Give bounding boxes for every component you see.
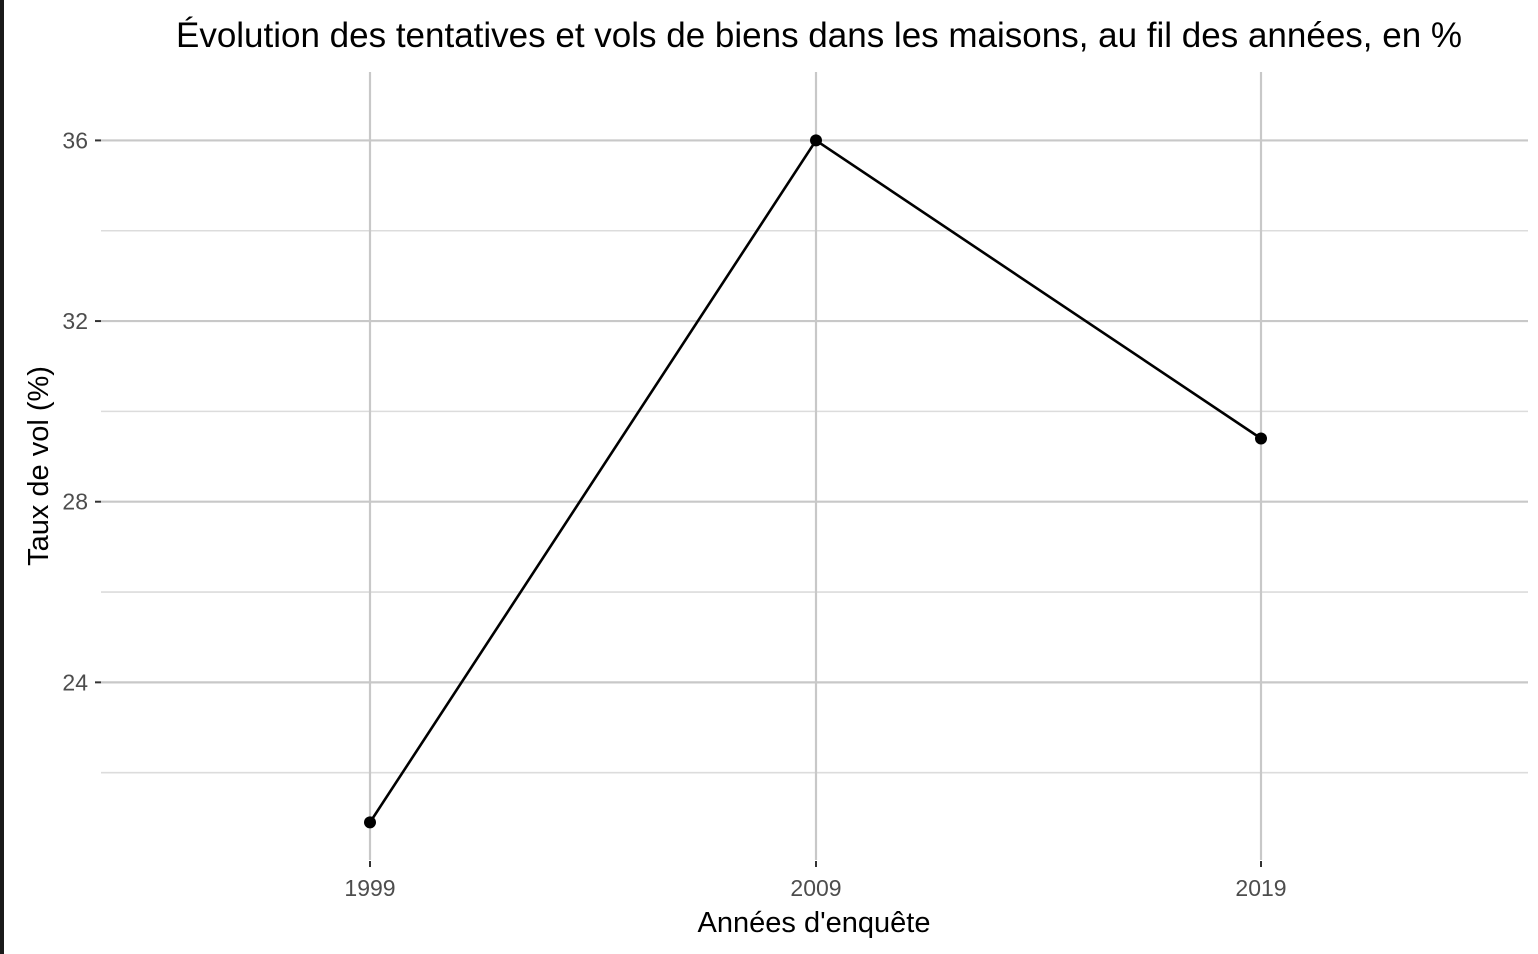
series — [364, 134, 1267, 829]
chart-title: Évolution des tentatives et vols de bien… — [176, 16, 1462, 55]
x-axis-title: Années d'enquête — [698, 907, 931, 939]
y-tick-label: 36 — [62, 127, 88, 153]
chart-canvas: 24 28 32 36 1999 2009 2019 Évolution des tent… — [4, 0, 1538, 954]
x-axis: 1999 2009 2019 — [344, 861, 1287, 901]
line-chart: 24 28 32 36 1999 2009 2019 Évolution des tent… — [23, 16, 1528, 939]
x-tick-label: 2019 — [1235, 875, 1286, 901]
data-point — [810, 134, 822, 147]
y-tick-label: 32 — [62, 308, 88, 334]
data-point — [364, 816, 376, 829]
y-axis: 24 28 32 36 — [62, 127, 101, 695]
data-point — [1255, 432, 1267, 445]
grid — [101, 72, 1528, 860]
y-tick-label: 24 — [62, 669, 88, 695]
y-axis-title: Taux de vol (%) — [23, 366, 55, 566]
x-tick-label: 1999 — [344, 875, 395, 901]
y-tick-label: 28 — [62, 489, 88, 515]
x-tick-label: 2009 — [790, 875, 841, 901]
